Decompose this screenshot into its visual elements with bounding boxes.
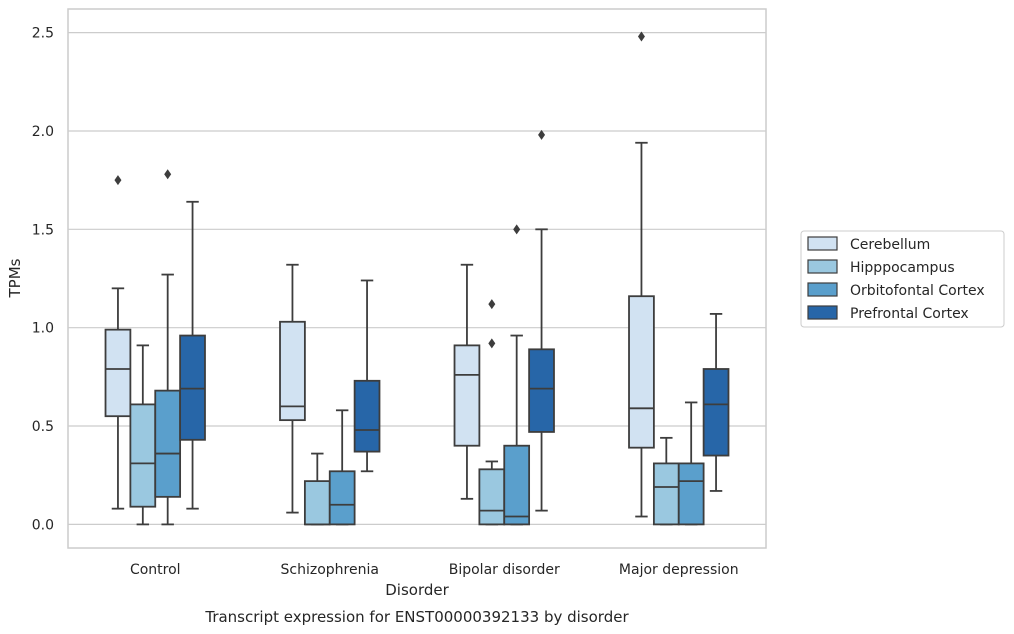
y-tick-label: 2.5 xyxy=(32,26,54,42)
box-body xyxy=(154,389,182,498)
box-body xyxy=(279,320,306,422)
box-body xyxy=(179,334,206,441)
outlier-point xyxy=(164,169,172,180)
legend-swatch xyxy=(807,305,838,320)
box-0-1 xyxy=(129,344,157,526)
y-tick-label: 1.5 xyxy=(32,222,54,238)
box-2-2 xyxy=(503,224,531,526)
legend-swatch xyxy=(807,282,838,297)
plot-frame xyxy=(67,8,767,549)
legend-swatch xyxy=(807,236,838,251)
box-1-2 xyxy=(328,409,356,526)
box-body xyxy=(503,444,531,526)
legend: Cerebellum Hipppocampus Orbitofontal Corte… xyxy=(800,230,1005,328)
box-3-3 xyxy=(702,313,730,492)
x-tick-label: Bipolar disorder xyxy=(449,562,560,578)
box-groups xyxy=(104,31,730,526)
outlier-point xyxy=(114,175,122,186)
chart-caption: Transcript expression for ENST0000039213… xyxy=(204,608,629,626)
box-body xyxy=(628,295,655,449)
box-0-0 xyxy=(104,175,132,510)
box-body xyxy=(677,462,705,526)
outlier-point xyxy=(488,299,496,310)
outlier-point xyxy=(637,31,645,42)
y-tick-label: 0.0 xyxy=(32,517,54,533)
box-3-2 xyxy=(677,401,705,526)
box-body xyxy=(652,462,680,526)
y-axis-ticks: 0.0 0.5 1.0 1.5 2.0 2.5 xyxy=(32,26,54,534)
plot-border xyxy=(67,8,767,549)
box-0-2 xyxy=(154,169,182,526)
y-axis-label: TPMs xyxy=(6,258,24,298)
legend-label: Hipppocampus xyxy=(850,260,955,276)
box-1-3 xyxy=(353,279,381,473)
box-1-0 xyxy=(279,263,306,514)
y-tick-label: 1.0 xyxy=(32,321,54,337)
x-tick-label: Major depression xyxy=(619,562,739,578)
box-body xyxy=(453,344,481,447)
box-body xyxy=(528,348,555,433)
box-2-3 xyxy=(528,129,555,512)
box-body xyxy=(328,470,356,526)
x-axis-ticks: Control Schizophrenia Bipolar disorder Majo… xyxy=(130,562,739,578)
box-0-3 xyxy=(179,200,206,510)
box-body xyxy=(104,328,132,418)
y-tick-label: 0.5 xyxy=(32,419,54,435)
box-body xyxy=(702,368,730,457)
x-axis-label: Disorder xyxy=(385,581,449,599)
outlier-point xyxy=(513,224,521,235)
legend-frame xyxy=(800,230,1005,328)
box-body xyxy=(303,480,331,526)
outlier-point xyxy=(538,129,546,140)
legend-swatch xyxy=(807,259,838,274)
box-body xyxy=(129,403,157,508)
box-body xyxy=(478,468,506,526)
box-3-1 xyxy=(652,436,680,526)
x-tick-label: Schizophrenia xyxy=(281,562,379,578)
box-body xyxy=(353,379,381,453)
x-tick-label: Control xyxy=(130,562,181,578)
legend-label: Orbitofontal Cortex xyxy=(850,283,985,299)
box-2-1 xyxy=(478,299,506,526)
outlier-point xyxy=(488,338,496,349)
legend-label: Prefrontal Cortex xyxy=(850,306,969,322)
legend-label: Cerebellum xyxy=(850,237,930,253)
box-2-0 xyxy=(453,263,481,500)
box-1-1 xyxy=(303,452,331,526)
box-3-0 xyxy=(628,31,655,518)
y-tick-label: 2.0 xyxy=(32,124,54,140)
